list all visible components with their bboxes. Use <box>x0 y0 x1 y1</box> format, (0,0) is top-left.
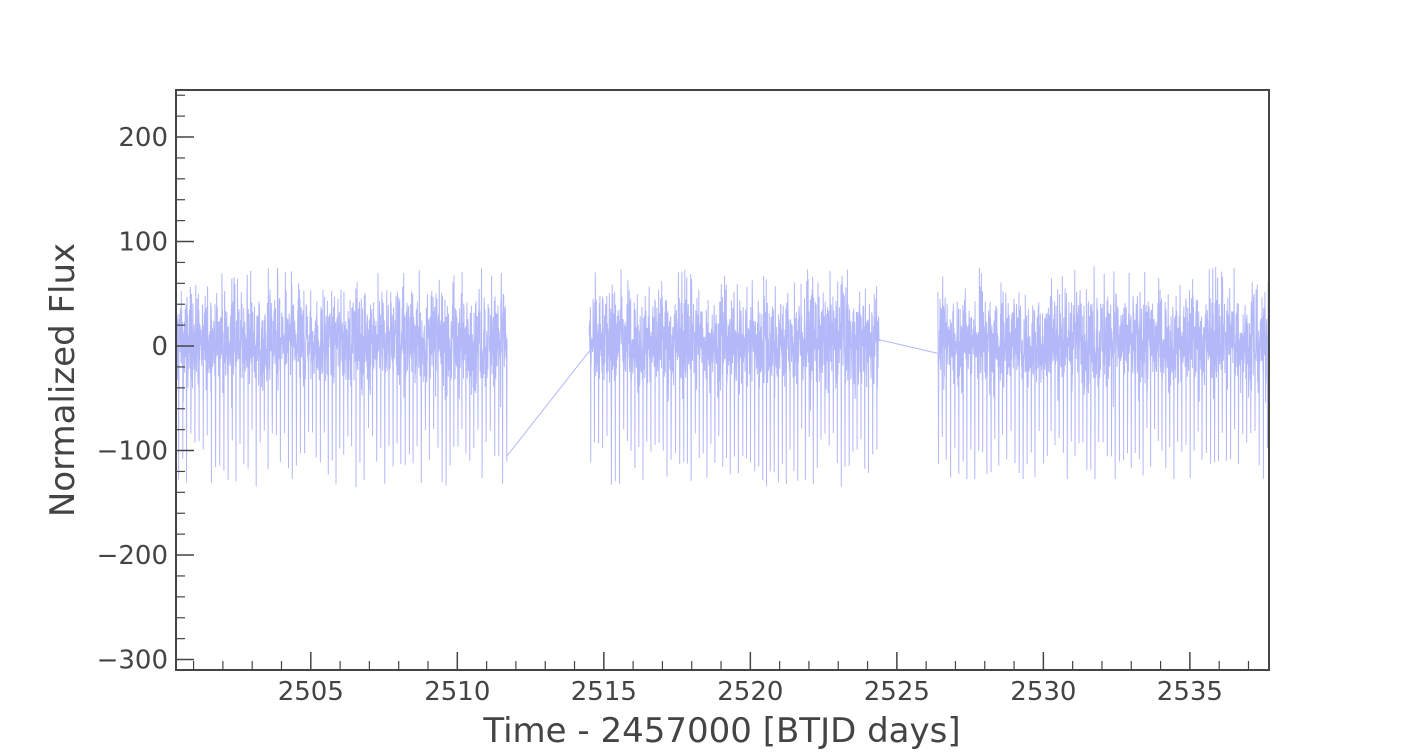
flux-segment-1 <box>175 267 508 488</box>
x-tick-label: 2525 <box>864 677 930 707</box>
y-tick-label: −200 <box>97 541 168 571</box>
x-tick-label: 2535 <box>1157 677 1223 707</box>
x-tick-label: 2505 <box>278 677 344 707</box>
y-tick-label: 0 <box>151 332 168 362</box>
gap-connector-2 <box>879 339 938 354</box>
x-axis-label: Time - 2457000 [BTJD days] <box>482 711 960 751</box>
gap-connector-1 <box>506 350 590 457</box>
flux-segment-3 <box>937 266 1270 480</box>
y-tick-label: 100 <box>118 228 168 258</box>
flux-series <box>175 266 1270 488</box>
x-tick-label: 2510 <box>424 677 490 707</box>
x-tick-label: 2530 <box>1010 677 1076 707</box>
y-axis-label: Normalized Flux <box>43 243 83 517</box>
y-tick-label: 200 <box>118 123 168 153</box>
plot-frame <box>175 89 1270 671</box>
y-tick-label: −300 <box>97 646 168 676</box>
flux-segment-2 <box>588 268 880 487</box>
x-tick-label: 2515 <box>571 677 637 707</box>
y-tick-label: −100 <box>97 437 168 467</box>
axis-ticks: 2505 2510 2515 2520 2525 2530 2535 200 100 0 −100 −… <box>97 94 1250 707</box>
x-tick-label: 2520 <box>717 677 783 707</box>
